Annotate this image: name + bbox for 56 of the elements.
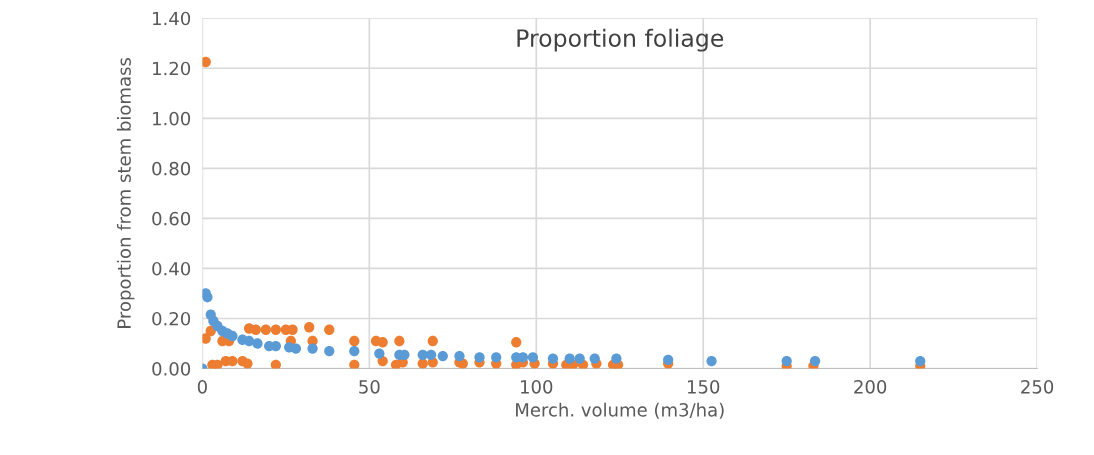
y-tick-label: 1.20 bbox=[153, 61, 191, 76]
x-tick-label: 150 bbox=[687, 379, 720, 394]
y-tick-label: 0.40 bbox=[152, 261, 191, 276]
point bbox=[202, 56, 211, 68]
point bbox=[547, 353, 559, 364]
x-tick-label: 0 bbox=[197, 379, 207, 394]
point bbox=[202, 292, 213, 303]
point bbox=[454, 350, 465, 362]
x-tick-label: 250 bbox=[1021, 379, 1054, 394]
point bbox=[304, 322, 315, 333]
point bbox=[474, 352, 485, 363]
point bbox=[270, 359, 281, 369]
point bbox=[324, 345, 335, 357]
point bbox=[202, 333, 211, 344]
y-axis-title: Proportion from stem biomass bbox=[116, 57, 135, 328]
point bbox=[270, 324, 281, 335]
point bbox=[252, 338, 263, 349]
y-tick-label: 1.40 bbox=[153, 11, 191, 26]
y-tick-label: 0.80 bbox=[152, 161, 191, 176]
point bbox=[212, 359, 223, 369]
point bbox=[427, 335, 438, 347]
point bbox=[242, 358, 253, 369]
point bbox=[349, 345, 360, 357]
point bbox=[437, 350, 448, 362]
point bbox=[349, 335, 360, 347]
point bbox=[527, 352, 539, 363]
point bbox=[374, 348, 385, 359]
y-tick-label: 0.60 bbox=[152, 211, 191, 226]
point bbox=[663, 354, 674, 365]
point bbox=[589, 353, 600, 364]
point bbox=[706, 355, 717, 367]
y-tick-label: 1.00 bbox=[153, 111, 191, 126]
point bbox=[307, 343, 318, 354]
point bbox=[611, 353, 622, 364]
point bbox=[324, 324, 335, 335]
y-tick-label: 0.00 bbox=[152, 362, 191, 376]
point bbox=[511, 337, 522, 348]
point bbox=[491, 352, 502, 363]
point bbox=[260, 324, 271, 335]
point bbox=[377, 337, 388, 348]
chart-title: Proportion foliage bbox=[517, 28, 724, 52]
point bbox=[915, 355, 926, 367]
x-axis-title: Merch. volume (m3/ha) bbox=[516, 402, 724, 419]
y-tick-label: 0.20 bbox=[152, 311, 191, 326]
point bbox=[349, 359, 360, 369]
x-tick-label: 200 bbox=[854, 379, 887, 394]
x-tick-label: 50 bbox=[359, 379, 380, 394]
x-tick-label: 100 bbox=[521, 379, 553, 394]
point bbox=[205, 325, 216, 337]
point bbox=[227, 330, 238, 342]
point bbox=[564, 353, 575, 364]
point bbox=[781, 355, 792, 367]
point bbox=[809, 355, 821, 367]
point bbox=[574, 353, 585, 364]
point bbox=[390, 359, 402, 369]
point bbox=[394, 335, 405, 347]
